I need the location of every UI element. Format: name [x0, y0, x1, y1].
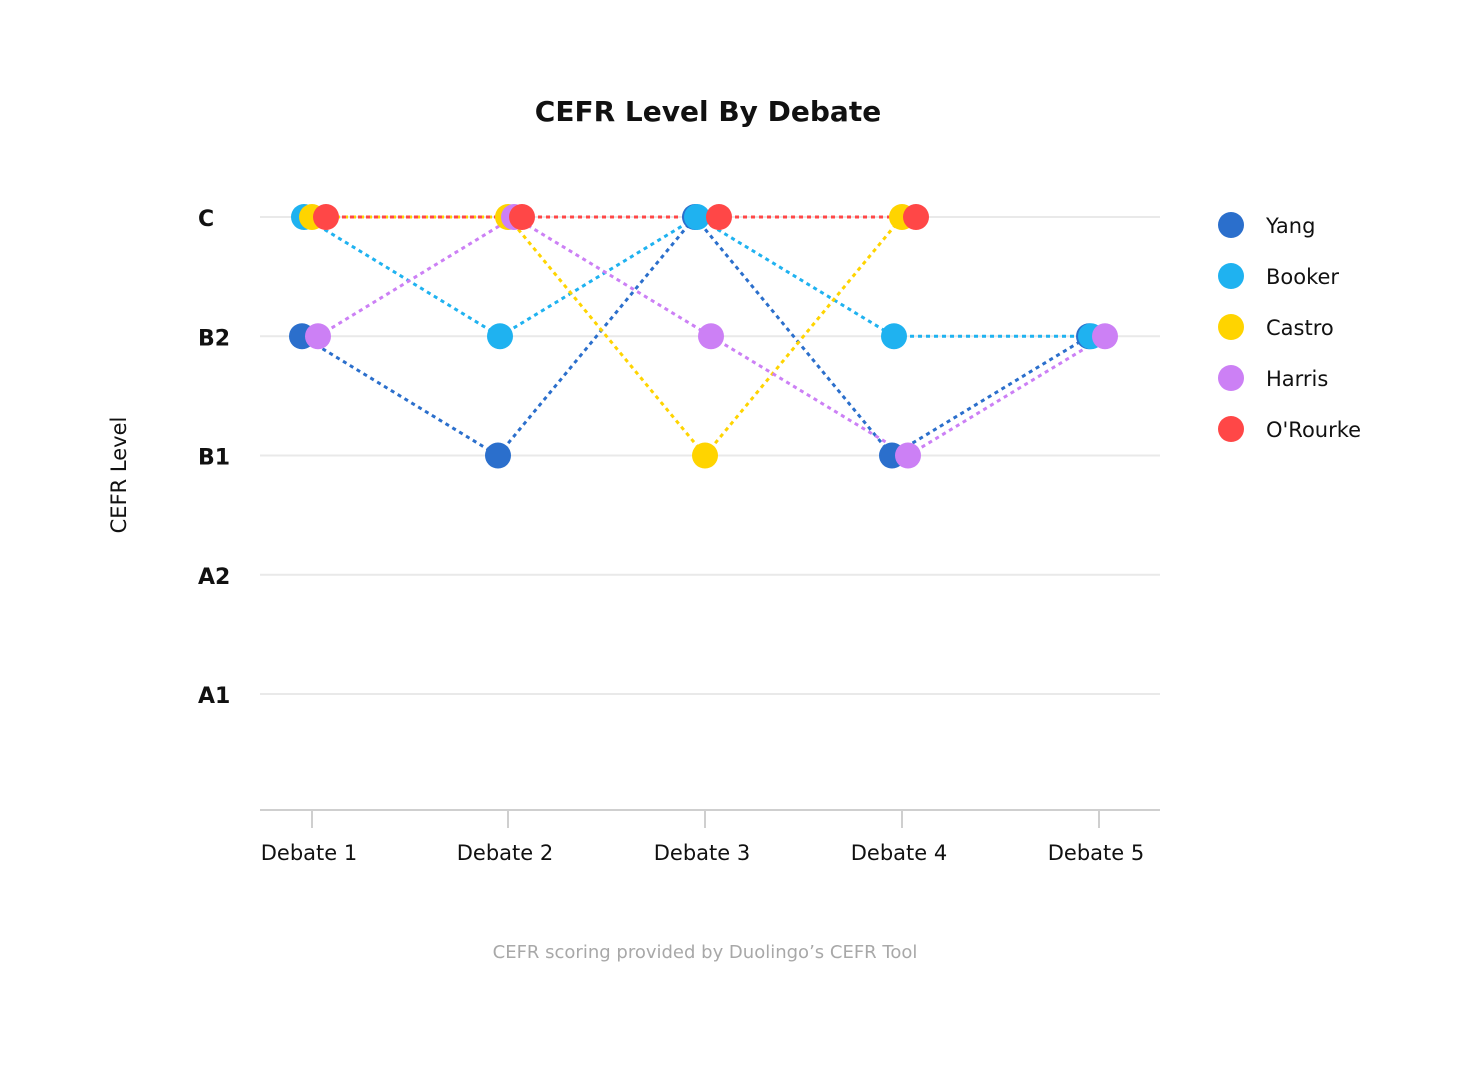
y-tick-label-a1: A1: [198, 684, 230, 709]
line-segment-harris-1: [317, 215, 515, 338]
y-tick-label-b2: B2: [198, 326, 230, 351]
y-tick-label-a2: A2: [198, 565, 230, 590]
x-tick-label-debate-4: Debate 4: [851, 841, 947, 865]
line-segment-booker-1: [303, 215, 501, 338]
x-tick-label-debate-3: Debate 3: [654, 841, 750, 865]
x-tick-label-debate-2: Debate 2: [457, 841, 553, 865]
series-lines: [301, 215, 1106, 457]
point-harris-debate-1: [305, 323, 331, 350]
legend-label-booker: Booker: [1266, 265, 1339, 289]
point-o-rourke-debate-3: [706, 204, 732, 230]
line-segment-harris-4: [907, 334, 1106, 457]
legend-marker-castro: [1218, 314, 1244, 340]
point-booker-debate-4: [881, 323, 907, 350]
point-harris-debate-5: [1092, 323, 1118, 350]
line-segment-harris-2: [513, 215, 712, 338]
x-axis: Debate 1 Debate 2 Debate 3 Debate 4 Debate 5: [260, 809, 1160, 865]
line-segment-booker-3: [696, 215, 895, 338]
point-harris-debate-3: [698, 323, 724, 350]
point-yang-debate-2: [485, 442, 511, 469]
point-booker-debate-2: [487, 323, 513, 350]
line-segment-booker-2: [499, 215, 698, 338]
point-castro-debate-3: [692, 442, 718, 469]
legend-label-castro: Castro: [1266, 316, 1334, 340]
legend: Yang Booker Castro Harris O'Rourke: [1218, 212, 1361, 442]
gridlines: A1 A2 B1 B2 C: [198, 207, 1160, 709]
point-o-rourke-debate-2: [509, 204, 535, 230]
legend-marker-booker: [1218, 263, 1244, 289]
legend-marker-harris: [1218, 365, 1244, 391]
line-segment-castro-3: [703, 216, 904, 457]
legend-label-harris: Harris: [1266, 367, 1328, 391]
series-points: [289, 204, 1118, 469]
point-harris-debate-4: [895, 442, 921, 469]
x-tick-label-debate-5: Debate 5: [1048, 841, 1144, 865]
line-segment-yang-4: [891, 334, 1090, 457]
line-segment-castro-2: [506, 216, 707, 457]
point-booker-debate-3: [684, 204, 710, 230]
chart-caption: CEFR scoring provided by Duolingo’s CEFR…: [493, 942, 918, 963]
chart-title: CEFR Level By Debate: [535, 95, 881, 128]
point-o-rourke-debate-4: [903, 204, 929, 230]
line-segment-yang-3: [693, 216, 894, 457]
legend-label-yang: Yang: [1265, 214, 1315, 238]
line-segment-yang-2: [496, 216, 697, 457]
y-tick-label-c: C: [198, 207, 214, 232]
y-axis-label: CEFR Level: [107, 417, 131, 534]
legend-label-o-rourke: O'Rourke: [1266, 418, 1361, 442]
line-segment-yang-1: [301, 334, 499, 457]
line-segment-harris-3: [710, 334, 909, 457]
legend-marker-o-rourke: [1218, 416, 1244, 442]
point-o-rourke-debate-1: [313, 204, 339, 230]
y-tick-label-b1: B1: [198, 446, 230, 471]
legend-marker-yang: [1218, 212, 1244, 238]
x-tick-label-debate-1: Debate 1: [261, 841, 357, 865]
